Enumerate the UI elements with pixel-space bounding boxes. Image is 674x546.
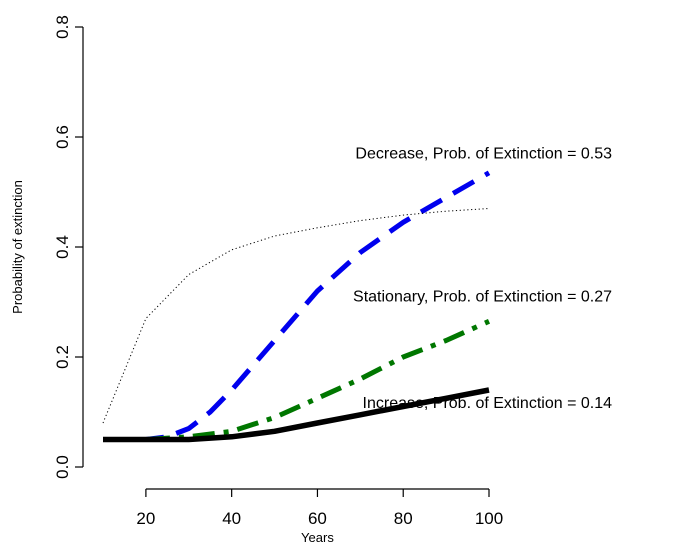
y-tick-label: 0.4 <box>53 235 72 259</box>
series-line-stationary <box>103 319 491 442</box>
annotation-label: Stationary, Prob. of Extinction = 0.27 <box>353 289 612 306</box>
axes <box>82 27 489 490</box>
y-tick-label: 0.8 <box>53 15 72 39</box>
annotations: Decrease, Prob. of Extinction = 0.53 Stat… <box>353 146 612 413</box>
x-tick-label: 40 <box>222 509 241 528</box>
x-tick-label: 80 <box>394 509 413 528</box>
y-tick-label: 0.0 <box>53 455 72 479</box>
x-tick-label: 20 <box>136 509 155 528</box>
y-tick-label: 0.2 <box>53 345 72 369</box>
x-ticks: 20 40 60 80 100 <box>136 489 503 528</box>
series-layer <box>102 170 491 443</box>
x-tick-label: 60 <box>308 509 327 528</box>
x-axis-title: Years <box>301 530 334 545</box>
annotation-label: Increase, Prob. of Extinction = 0.14 <box>363 395 613 412</box>
x-tick-label: 100 <box>475 509 503 528</box>
annotation-label: Decrease, Prob. of Extinction = 0.53 <box>355 146 612 163</box>
y-ticks: 0.0 0.2 0.4 0.6 0.8 <box>53 15 83 479</box>
y-axis-title: Probability of extinction <box>10 180 25 314</box>
y-tick-label: 0.6 <box>53 125 72 149</box>
series-line-increase <box>103 387 490 443</box>
